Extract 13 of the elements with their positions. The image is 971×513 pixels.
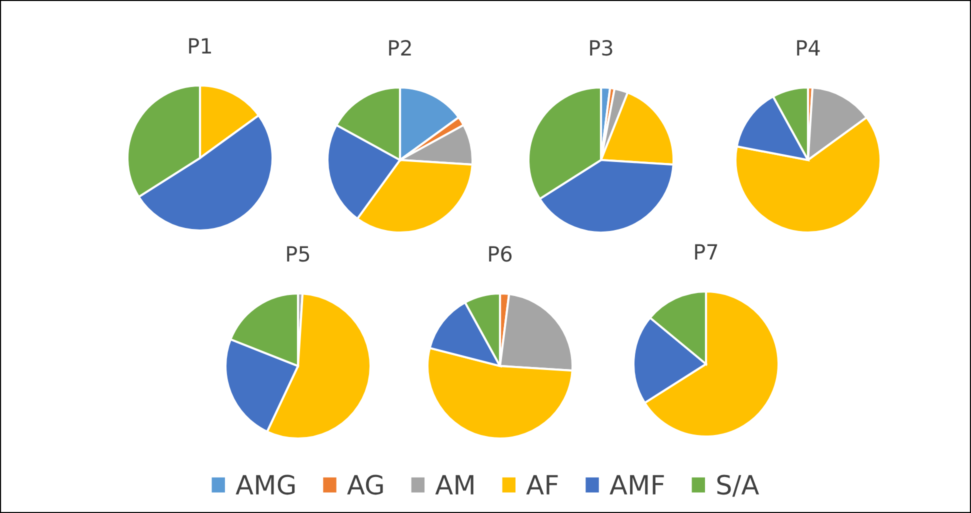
chart-title: P2 bbox=[389, 40, 411, 56]
legend-label: AMG bbox=[236, 474, 295, 495]
chart-title: P5 bbox=[287, 246, 310, 262]
legend-label: AMF bbox=[610, 475, 664, 494]
chart-title: P7 bbox=[695, 244, 718, 260]
chart-title: P6 bbox=[489, 246, 512, 262]
chart-title: P4 bbox=[797, 40, 820, 56]
legend-label: AG bbox=[347, 474, 383, 495]
legend-label: AM bbox=[435, 475, 474, 494]
legend-label: AF bbox=[526, 475, 558, 494]
legend-label: S/A bbox=[717, 474, 760, 497]
chart-title: P3 bbox=[590, 40, 612, 56]
chart-title: P1 bbox=[189, 38, 211, 54]
